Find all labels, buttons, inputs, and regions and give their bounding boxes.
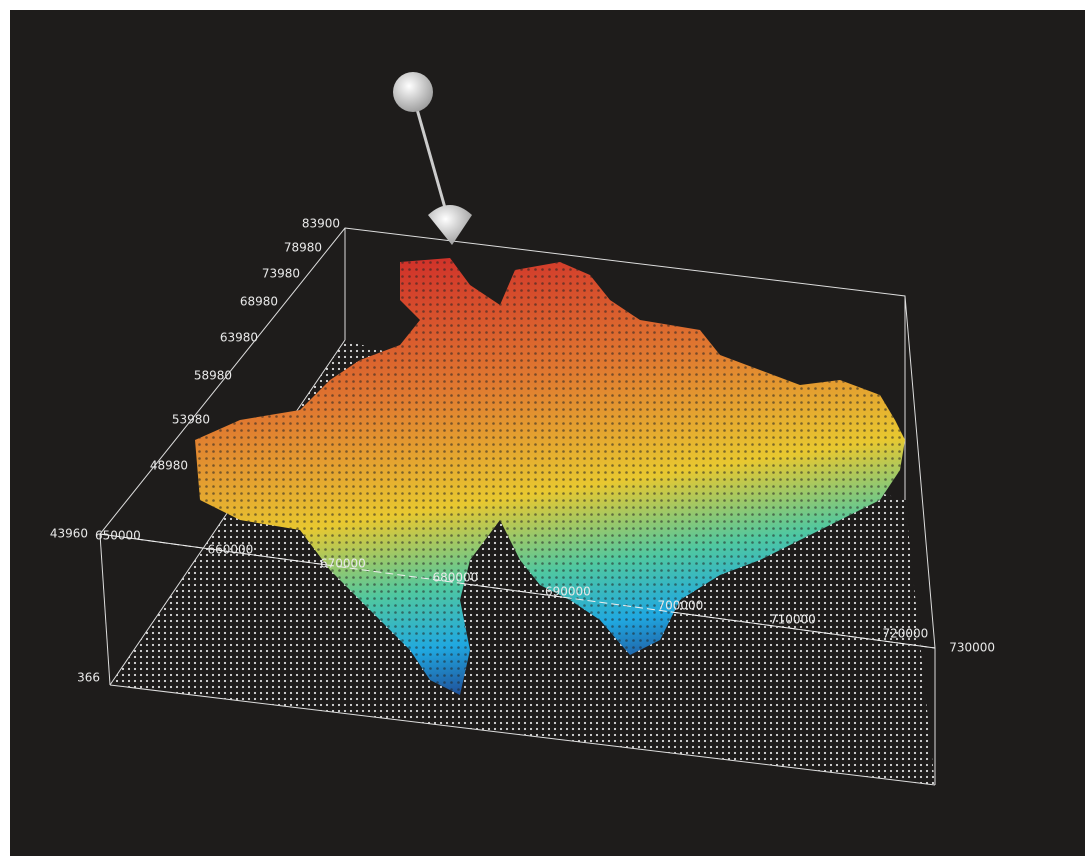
x-tick-label: 730000 [949, 641, 995, 655]
x-tick-label: 650000 [95, 529, 141, 543]
x-tick-label: 680000 [433, 571, 479, 585]
light-stem [411, 94, 449, 216]
x-tick-label: 720000 [883, 627, 929, 641]
z-tick-label: 58980 [194, 369, 232, 383]
z-tick-label: 83900 [302, 217, 340, 231]
z-tick-label: 78980 [284, 241, 322, 255]
z-tick-label: 63980 [220, 331, 258, 345]
x-axis-line [99, 533, 936, 649]
z-tick-label: 48980 [150, 459, 188, 473]
z-tick-label: 53980 [172, 413, 210, 427]
surface-mesh [195, 258, 905, 695]
x-tick-label: 710000 [770, 613, 816, 627]
z-tick-label: 68980 [240, 295, 278, 309]
z-tick-label: 366 [77, 671, 100, 685]
z-tick-label: 43960 [50, 527, 88, 541]
light-direction[interactable] [428, 205, 472, 245]
x-tick-label: 660000 [208, 543, 254, 557]
x-tick-label: 690000 [545, 585, 591, 599]
x-tick-label: 670000 [320, 557, 366, 571]
x-tick-label: 700000 [658, 599, 704, 613]
z-tick-label: 73980 [262, 267, 300, 281]
light-source[interactable] [393, 72, 433, 112]
